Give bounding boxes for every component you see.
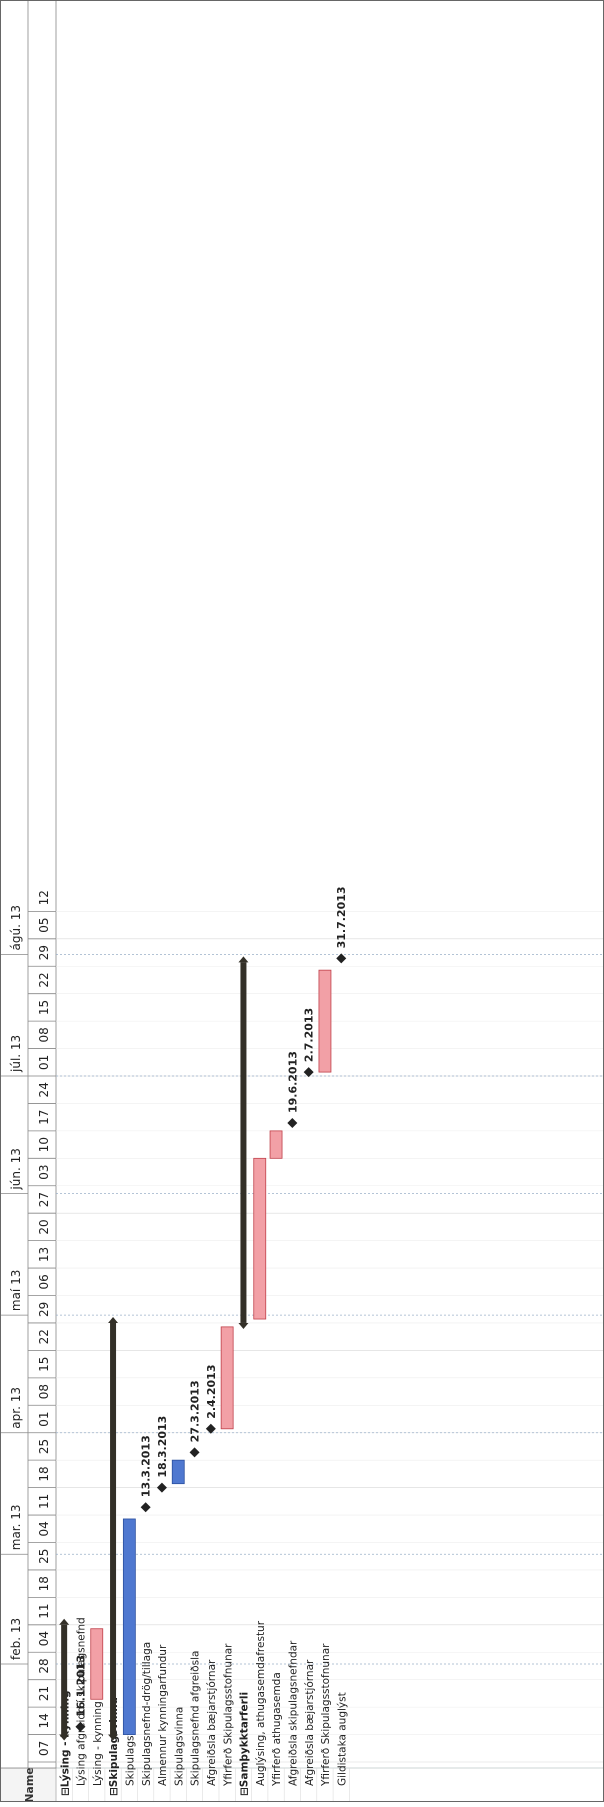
week-label: 13	[37, 1247, 51, 1262]
week-label: 22	[37, 1329, 51, 1344]
task-name[interactable]: ⊟Samþykktarferli	[239, 1692, 251, 1796]
name-header-cell	[0, 1767, 57, 1803]
week-label: 05	[37, 918, 51, 933]
task-bar[interactable]	[318, 969, 332, 1073]
month-label: mar. 13	[9, 1504, 23, 1550]
week-label: 08	[37, 1384, 51, 1399]
week-label: 21	[37, 1686, 51, 1701]
week-label: 14	[37, 1713, 51, 1728]
task-name[interactable]: Afgreiðsla bæjarstjórnar	[304, 1659, 316, 1786]
task-name[interactable]: Skipulagsnefnd-drög/tillaga	[141, 1642, 153, 1786]
task-bar[interactable]	[171, 1459, 185, 1485]
task-bar[interactable]	[253, 1157, 267, 1320]
name-panel	[0, 1767, 604, 1803]
summary-end	[108, 1316, 119, 1323]
summary-end	[59, 1734, 70, 1741]
milestone-marker[interactable]	[287, 1118, 298, 1129]
summary-bar	[110, 1322, 117, 1735]
milestone-label: 16.1.2013	[74, 1655, 87, 1717]
task-name[interactable]: Skipulagsnefnd afgreiðsla	[190, 1651, 202, 1786]
week-label: 12	[37, 890, 51, 905]
task-name[interactable]: Auglýsing, athugasemdafrestur	[255, 1620, 267, 1786]
week-label: 18	[37, 1576, 51, 1591]
milestone-label: 2.7.2013	[303, 1008, 316, 1062]
week-label: 20	[37, 1219, 51, 1234]
milestone-marker[interactable]	[75, 1721, 86, 1732]
task-bar[interactable]	[220, 1326, 234, 1430]
week-label: 15	[37, 1357, 51, 1372]
week-label: 17	[37, 1110, 51, 1125]
month-label: ágú. 13	[9, 905, 23, 950]
week-label: 06	[37, 1274, 51, 1289]
milestone-marker[interactable]	[156, 1482, 167, 1493]
milestone-label: 18.3.2013	[156, 1416, 169, 1478]
milestone-label: 19.6.2013	[286, 1051, 299, 1113]
week-label: 24	[37, 1082, 51, 1097]
summary-bar	[61, 1624, 68, 1735]
week-label: 01	[37, 1055, 51, 1070]
task-bar[interactable]	[122, 1518, 136, 1735]
task-name[interactable]: Almennur kynningarfundur	[157, 1644, 169, 1786]
week-label: 04	[37, 1631, 51, 1646]
month-label: jún. 13	[9, 1148, 23, 1190]
week-label: 27	[37, 1192, 51, 1207]
task-name[interactable]: Yfirferð Skipulagsstofnunar	[222, 1643, 234, 1787]
week-label: 15	[37, 1000, 51, 1015]
task-name[interactable]: Afgreiðsla bæjarstjórnar	[206, 1659, 218, 1786]
month-label: feb. 13	[9, 1618, 23, 1660]
summary-end	[238, 956, 249, 963]
week-label: 03	[37, 1164, 51, 1179]
summary-end	[238, 1322, 249, 1329]
week-label: 22	[37, 972, 51, 987]
milestone-label: 27.3.2013	[189, 1380, 202, 1442]
month-label: apr. 13	[9, 1387, 23, 1429]
week-label: 01	[37, 1411, 51, 1426]
month-label: maí 13	[9, 1270, 23, 1311]
week-label: 07	[37, 1741, 51, 1756]
summary-end	[59, 1618, 70, 1625]
milestone-label: 2.4.2013	[205, 1365, 218, 1419]
week-label: 29	[37, 1302, 51, 1317]
milestone-marker[interactable]	[189, 1447, 200, 1458]
week-label: 10	[37, 1137, 51, 1152]
task-name[interactable]: Skipulagsvinna	[173, 1707, 185, 1786]
week-label: 29	[37, 945, 51, 960]
task-name[interactable]: Afgreiðsla skipulagsnefndar	[288, 1640, 300, 1786]
week-label: 04	[37, 1521, 51, 1536]
milestone-label: 31.7.2013	[335, 886, 348, 948]
summary-bar	[240, 962, 247, 1323]
milestone-marker[interactable]	[303, 1067, 314, 1078]
milestone-marker[interactable]	[140, 1502, 151, 1513]
task-name[interactable]: Lýsing - kynning	[92, 1701, 104, 1786]
milestone-marker[interactable]	[205, 1423, 216, 1434]
week-label: 11	[37, 1494, 51, 1509]
task-bar[interactable]	[90, 1628, 104, 1700]
task-name[interactable]: Yfirferð Skipulagsstofnunar	[320, 1643, 332, 1787]
task-name[interactable]: Gildistaka auglýst	[336, 1692, 348, 1786]
week-label: 25	[37, 1549, 51, 1564]
week-label: 18	[37, 1466, 51, 1481]
task-name[interactable]: Yfirferð athugasemda	[271, 1672, 283, 1787]
summary-end	[108, 1734, 119, 1741]
milestone-label: 13.3.2013	[140, 1435, 153, 1497]
milestone-marker[interactable]	[336, 953, 347, 964]
week-label: 28	[37, 1658, 51, 1673]
month-label: júl. 13	[9, 1035, 23, 1073]
task-bar[interactable]	[269, 1130, 283, 1159]
task-name[interactable]: Lýsing afgreidd í skipulagsnefnd	[76, 1617, 88, 1786]
name-header: Name	[23, 1767, 36, 1802]
week-label: 11	[37, 1604, 51, 1619]
week-label: 08	[37, 1027, 51, 1042]
week-label: 25	[37, 1439, 51, 1454]
